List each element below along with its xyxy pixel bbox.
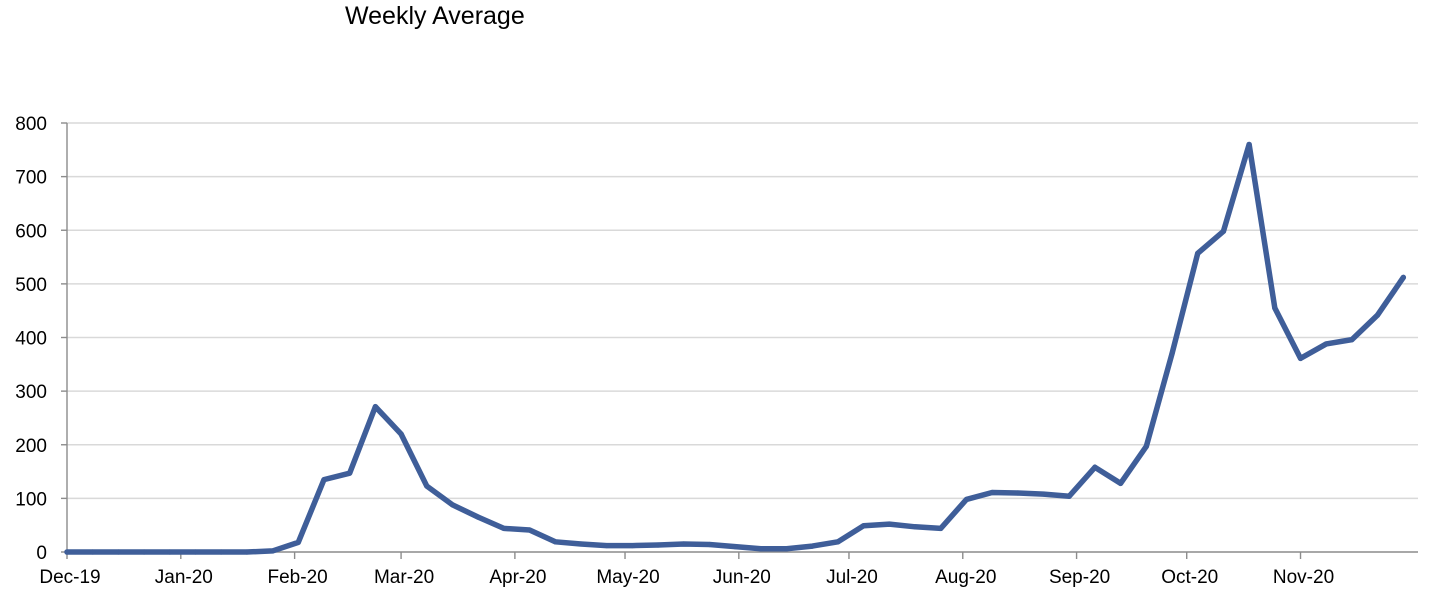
data-point: [1375, 312, 1381, 318]
data-point: [681, 541, 687, 547]
x-tick-label: Jan-20: [155, 567, 213, 588]
data-point: [218, 549, 224, 555]
x-tick-label: Jul-20: [826, 567, 878, 588]
x-tick-label: Mar-20: [374, 567, 434, 588]
chart-title: Weekly Average: [345, 2, 525, 30]
data-point: [552, 539, 558, 545]
data-point: [963, 496, 970, 503]
y-tick-label: 100: [15, 489, 47, 510]
x-tick-label: Nov-20: [1273, 567, 1334, 588]
data-point: [1015, 490, 1021, 496]
data-point: [526, 527, 533, 533]
data-point: [1220, 228, 1227, 234]
data-point: [629, 542, 635, 549]
data-point: [861, 523, 867, 529]
data-point: [347, 470, 353, 476]
data-point: [372, 404, 378, 410]
data-point: [1297, 355, 1304, 362]
data-point: [706, 541, 713, 548]
data-point: [912, 524, 918, 530]
data-point: [758, 546, 764, 552]
data-point: [398, 431, 404, 437]
data-point: [1272, 305, 1278, 311]
x-tick-label: Oct-20: [1161, 567, 1218, 588]
y-tick-label: 0: [36, 543, 47, 564]
y-tick-label: 800: [15, 114, 47, 135]
data-point: [578, 541, 584, 547]
x-tick-label: Feb-20: [268, 567, 328, 588]
data-point: [321, 477, 327, 483]
data-point: [64, 549, 70, 555]
data-point: [449, 502, 456, 508]
data-point: [886, 521, 892, 527]
data-point: [938, 525, 944, 532]
series-line-0: [64, 141, 1407, 555]
x-tick-label: Sep-20: [1049, 567, 1110, 588]
gridlines: [67, 122, 1418, 500]
data-point: [141, 549, 147, 555]
data-point: [1040, 491, 1047, 497]
data-point: [295, 539, 301, 545]
data-point: [835, 539, 841, 545]
x-tick-label: Jun-20: [713, 567, 771, 588]
y-tick-label: 500: [15, 275, 47, 296]
data-point: [1349, 337, 1355, 343]
data-point: [115, 549, 121, 555]
data-point: [424, 483, 430, 489]
x-tick-label: Apr-20: [489, 567, 546, 588]
data-point: [809, 543, 815, 549]
data-point: [1169, 350, 1175, 357]
data-point: [783, 546, 790, 552]
x-tick-label: Aug-20: [935, 567, 996, 588]
data-point: [1246, 141, 1252, 148]
data-point: [1323, 341, 1329, 347]
data-point: [1118, 480, 1124, 486]
data-point: [167, 549, 173, 555]
data-point: [1092, 464, 1098, 470]
data-point: [1195, 250, 1201, 256]
data-point: [989, 489, 995, 496]
data-point: [90, 549, 96, 555]
y-tick-label: 600: [15, 221, 47, 242]
series-layer: [64, 141, 1407, 555]
data-point: [604, 542, 610, 549]
data-point: [1143, 443, 1149, 449]
x-tick-label: Dec-19: [39, 567, 100, 588]
data-point: [501, 525, 507, 532]
data-point: [269, 548, 276, 554]
axes: 0 100 200 300 400 500 600 700 800 Dec-19 Jan-20 Feb…: [15, 114, 1418, 588]
x-tick-label: May-20: [596, 567, 659, 588]
data-point: [732, 544, 738, 550]
data-point: [475, 514, 481, 520]
y-tick-label: 400: [15, 329, 47, 350]
data-point: [244, 549, 250, 555]
data-point: [1400, 274, 1406, 281]
y-tick-label: 700: [15, 168, 47, 189]
data-point: [192, 549, 199, 555]
data-point: [655, 542, 661, 548]
data-point: [1066, 493, 1072, 499]
y-tick-label: 200: [15, 436, 47, 457]
y-tick-label: 300: [15, 382, 47, 403]
